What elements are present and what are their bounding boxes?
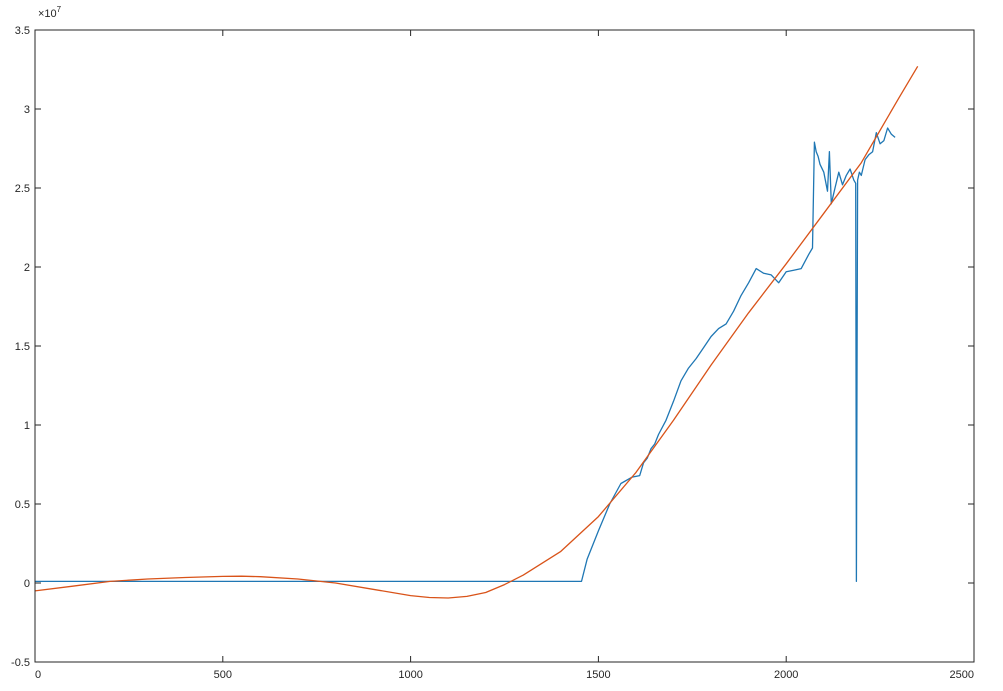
y-exponent-power: 7 (57, 5, 62, 14)
series-line-1 (35, 127, 896, 583)
y-tick-label: 1 (24, 420, 30, 432)
y-tick-label: 0 (24, 578, 30, 590)
x-tick-label: 0 (35, 669, 41, 681)
x-tick-label: 1500 (586, 669, 610, 681)
y-exponent-label: ×107 (38, 5, 62, 20)
x-tick-label: 2000 (774, 669, 798, 681)
y-tick-label: 3.5 (15, 25, 30, 37)
y-tick-label: 3 (24, 104, 30, 116)
y-exponent-base: ×10 (38, 8, 57, 20)
x-tick-label: 500 (214, 669, 232, 681)
series-line-2 (34, 65, 919, 599)
x-axis: 0 500 1000 1500 2000 2500 (34, 30, 975, 681)
y-tick-label: 2.5 (15, 183, 30, 195)
series-layer (34, 65, 919, 599)
y-tick-label: 2 (24, 262, 30, 274)
plot-area-background (35, 30, 974, 662)
y-axis: -0.5 0 0.5 1 1.5 2 2.5 3 3.5 (11, 25, 974, 669)
y-tick-label: -0.5 (11, 657, 30, 669)
y-tick-label: 0.5 (15, 499, 30, 511)
y-tick-label: 1.5 (15, 341, 30, 353)
x-tick-label: 2500 (950, 669, 974, 681)
x-tick-label: 1000 (398, 669, 422, 681)
